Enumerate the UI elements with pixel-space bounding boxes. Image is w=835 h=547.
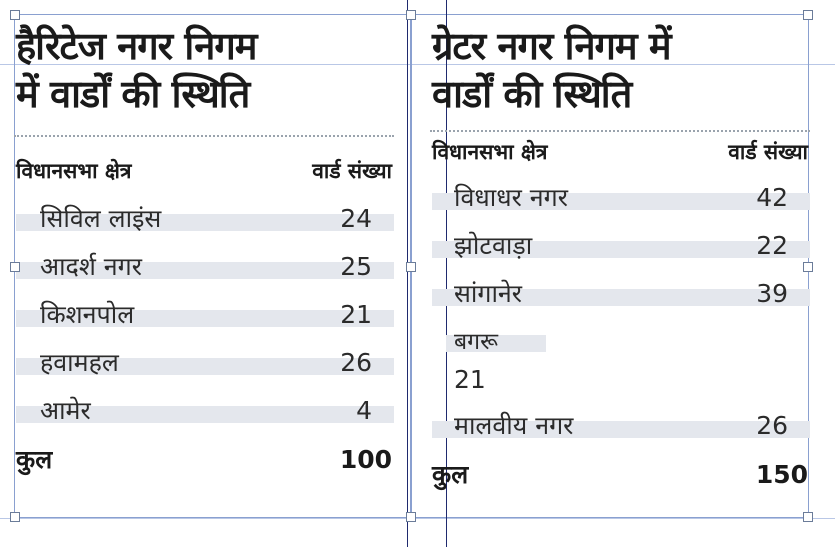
left-title: हैरिटेज नगर निगम में वार्डों की स्थिति xyxy=(16,22,394,118)
row-ward-count: 42 xyxy=(756,183,788,212)
row-area-name: सांगानेर xyxy=(454,279,523,308)
table-row: हवामहल 26 xyxy=(14,343,394,383)
total-label: कुल xyxy=(16,445,53,474)
table-row: झोटवाड़ा 22 xyxy=(430,226,810,266)
dotted-divider xyxy=(14,135,394,137)
row-ward-count: 24 xyxy=(340,204,372,233)
resize-handle[interactable] xyxy=(803,512,813,522)
vertical-guide xyxy=(407,0,408,547)
table-row: किशनपोल 21 xyxy=(14,295,394,335)
resize-handle[interactable] xyxy=(406,262,416,272)
row-band xyxy=(16,262,394,279)
row-area-name: किशनपोल xyxy=(40,300,135,329)
horizontal-guide xyxy=(0,518,835,519)
row-band xyxy=(446,335,546,352)
header-assembly-area: विधानसभा क्षेत्र xyxy=(432,140,548,164)
resize-handle[interactable] xyxy=(406,10,416,20)
row-ward-count: 22 xyxy=(756,231,788,260)
greater-ward-table: ग्रेटर नगर निगम में वार्डों की स्थिति वि… xyxy=(430,0,810,530)
resize-handle[interactable] xyxy=(10,262,20,272)
resize-handle[interactable] xyxy=(803,262,813,272)
total-value: 150 xyxy=(755,460,808,489)
resize-handle[interactable] xyxy=(10,10,20,20)
left-title-line1: हैरिटेज नगर निगम xyxy=(16,24,257,68)
right-total-row: कुल 150 xyxy=(430,455,810,495)
table-row: सांगानेर 39 xyxy=(430,274,810,314)
right-title-line2: वार्डों की स्थिति xyxy=(432,72,632,116)
heritage-ward-table: हैरिटेज नगर निगम में वार्डों की स्थिति व… xyxy=(14,0,394,530)
row-ward-count: 21 xyxy=(340,300,372,329)
row-ward-count: 26 xyxy=(756,411,788,440)
row-area-name: विधाधर नगर xyxy=(454,183,568,212)
table-row: विधाधर नगर 42 xyxy=(430,178,810,218)
table-row: आमेर 4 xyxy=(14,391,394,431)
row-area-name: सिविल लाइंस xyxy=(40,204,162,233)
table-row: सिविल लाइंस 24 xyxy=(14,199,394,239)
row-ward-count: 39 xyxy=(756,279,788,308)
header-ward-count: वार्ड संख्या xyxy=(312,159,392,183)
right-table-header: विधानसभा क्षेत्र वार्ड संख्या xyxy=(430,134,810,170)
left-table-header: विधानसभा क्षेत्र वार्ड संख्या xyxy=(14,153,394,189)
resize-handle[interactable] xyxy=(10,512,20,522)
row-area-name: झोटवाड़ा xyxy=(454,231,533,260)
dotted-divider xyxy=(430,130,810,132)
row-band xyxy=(432,193,810,210)
left-total-row: कुल 100 xyxy=(14,440,394,480)
row-band xyxy=(432,289,810,306)
row-area-name: आदर्श नगर xyxy=(40,252,142,281)
row-band xyxy=(16,406,394,423)
row-band xyxy=(16,310,394,327)
header-ward-count: वार्ड संख्या xyxy=(728,140,808,164)
row-area-name: मालवीय नगर xyxy=(454,411,574,440)
row-ward-count: 21 xyxy=(454,365,486,394)
total-value: 100 xyxy=(339,445,392,474)
row-ward-count: 26 xyxy=(340,348,372,377)
row-band xyxy=(432,421,810,438)
row-band xyxy=(432,241,810,258)
resize-handle[interactable] xyxy=(406,512,416,522)
row-area-name: हवामहल xyxy=(40,348,119,377)
right-title: ग्रेटर नगर निगम में वार्डों की स्थिति xyxy=(432,22,810,118)
horizontal-guide xyxy=(0,64,835,65)
row-ward-count: 25 xyxy=(340,252,372,281)
row-band xyxy=(16,358,394,375)
row-area-name: बगरू xyxy=(454,329,498,355)
resize-handle[interactable] xyxy=(803,10,813,20)
row-area-name: आमेर xyxy=(40,396,91,425)
table-row: मालवीय नगर 26 xyxy=(430,406,810,446)
row-ward-count: 4 xyxy=(356,396,372,425)
header-assembly-area: विधानसभा क्षेत्र xyxy=(16,159,132,183)
row-band xyxy=(16,214,394,231)
left-title-line2: में वार्डों की स्थिति xyxy=(16,72,250,116)
table-row: आदर्श नगर 25 xyxy=(14,247,394,287)
total-label: कुल xyxy=(432,460,469,489)
vertical-guide xyxy=(446,0,447,547)
right-title-line1: ग्रेटर नगर निगम में xyxy=(432,24,672,68)
